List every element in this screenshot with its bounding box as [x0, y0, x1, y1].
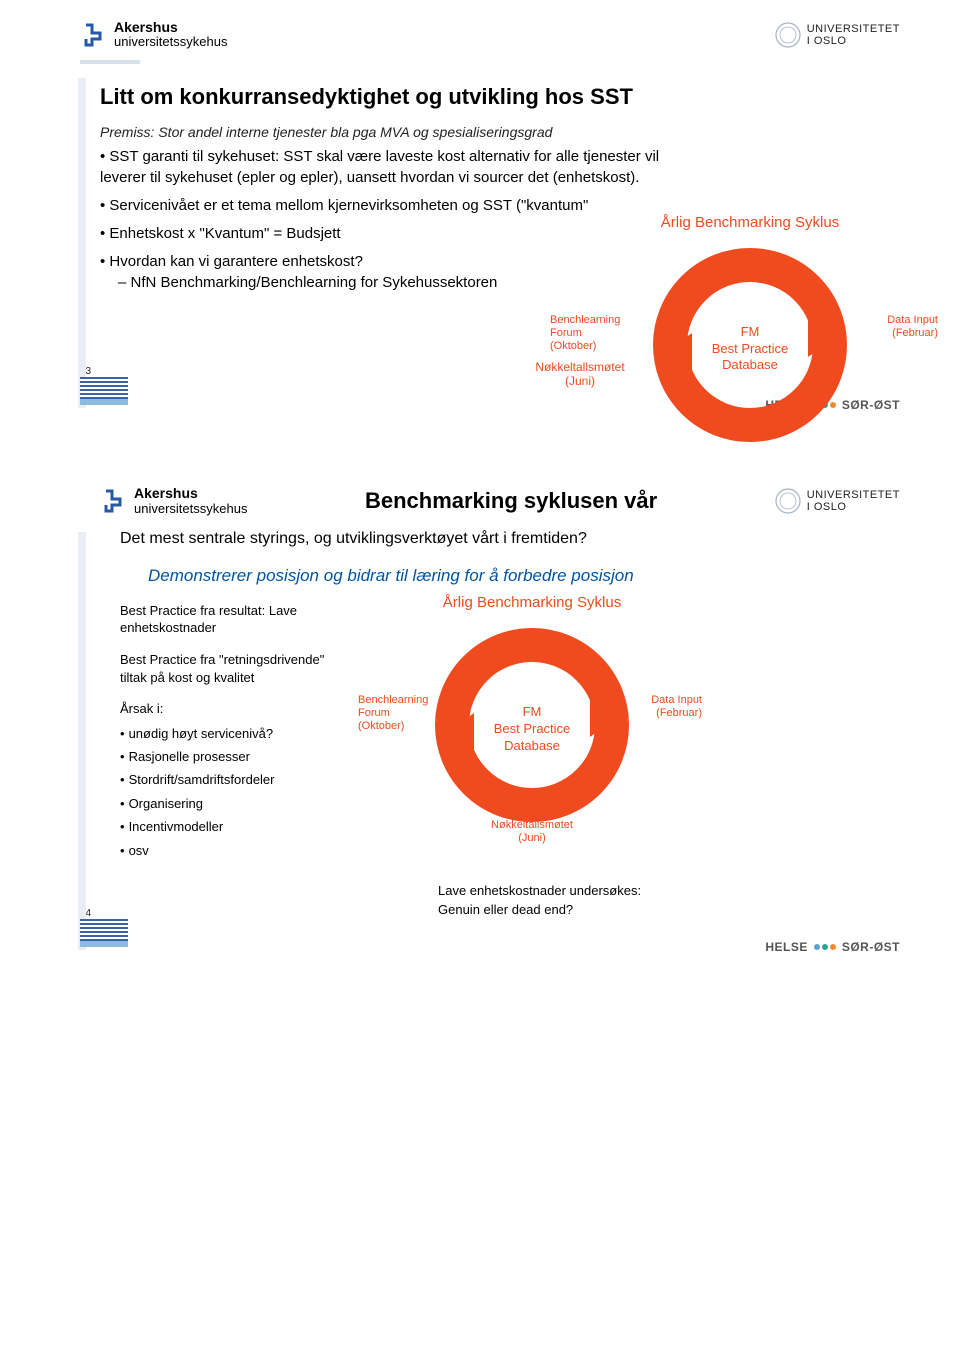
- akershus-text-top: Akershus: [114, 20, 227, 35]
- slide-number: 13: [80, 366, 148, 377]
- akershus-logo: Akershus universitetssykehus: [80, 20, 227, 50]
- cause-list: unødig høyt servicenivå? Rasjonelle pros…: [120, 722, 350, 862]
- question-1: Det mest sentrale styrings, og utvikling…: [120, 530, 900, 548]
- cause-item: Stordrift/samdriftsfordeler: [120, 768, 350, 791]
- helse-logo: HELSE SØR-ØST: [765, 940, 900, 954]
- cause-item: Rasjonelle prosesser: [120, 745, 350, 768]
- cause-item: unødig høyt servicenivå?: [120, 722, 350, 745]
- below-cycle-2: Genuin eller dead end?: [438, 900, 702, 920]
- cycle-label-left: Benchlearning Forum (Oktober): [550, 314, 620, 354]
- sub-bullet: NfN Benchmarking/Benchlearning for Sykeh…: [118, 272, 660, 294]
- uio-seal-icon: [775, 488, 801, 514]
- cycle-title: Årlig Benchmarking Syklus: [362, 594, 702, 611]
- slide-title: Litt om konkurransedyktighet og utviklin…: [100, 84, 900, 110]
- uio-logo: UNIVERSITETET I OSLO: [775, 488, 900, 514]
- akershus-text-bottom: universitetssykehus: [114, 35, 227, 49]
- hospital-mark-icon: [100, 487, 128, 515]
- cycle-label-bottom: Nøkkeltallsmøtet (Juni): [491, 819, 573, 845]
- cycle-title: Årlig Benchmarking Syklus: [580, 214, 920, 231]
- footer-stripes-icon: [80, 377, 128, 405]
- bullet-item: Enhetskost x "Kvantum" = Budsjett: [100, 223, 660, 245]
- cycle-diagram: Årlig Benchmarking Syklus FM Best Practi…: [580, 214, 920, 455]
- below-cycle-1: Lave enhetskostnader undersøkes:: [438, 881, 702, 901]
- uio-seal-icon: [775, 22, 801, 48]
- dot-icon: [822, 944, 828, 950]
- akershus-logo: Akershus universitetssykehus: [100, 486, 247, 516]
- uio-text-top: UNIVERSITETET: [807, 23, 900, 35]
- bullet-item: Servicenivået er et tema mellom kjernevi…: [100, 195, 660, 217]
- cause-item: osv: [120, 839, 350, 862]
- cause-item: Incentivmodeller: [120, 815, 350, 838]
- dot-icon: [830, 944, 836, 950]
- bullet-item: Hvordan kan vi garantere enhetskost? NfN…: [100, 251, 660, 295]
- cycle-center: FM Best Practice Database: [712, 324, 789, 375]
- cycle-diagram: Årlig Benchmarking Syklus FM Best Practi…: [362, 594, 702, 920]
- premiss-text: Premiss: Stor andel interne tjenester bl…: [100, 124, 900, 140]
- left-block-1: Best Practice fra resultat: Lave enhetsk…: [120, 602, 350, 637]
- uio-text-bottom: I OSLO: [807, 35, 900, 47]
- cycle-center: FM Best Practice Database: [494, 704, 571, 755]
- cause-header: Årsak i:: [120, 700, 350, 718]
- question-2: Demonstrerer posisjon og bidrar til læri…: [148, 566, 668, 586]
- cause-item: Organisering: [120, 792, 350, 815]
- slide-title: Benchmarking syklusen vår: [365, 488, 657, 514]
- dot-icon: [814, 944, 820, 950]
- left-block-2: Best Practice fra "retningsdrivende" til…: [120, 651, 350, 686]
- footer-stripes-icon: [80, 919, 128, 947]
- bullet-item: SST garanti til sykehuset: SST skal være…: [100, 146, 660, 190]
- cycle-label-right: Data Input (Februar): [651, 694, 702, 720]
- cycle-label-right: Data Input (Februar): [887, 314, 938, 340]
- hospital-mark-icon: [80, 21, 108, 49]
- bullet-list: SST garanti til sykehuset: SST skal være…: [100, 146, 660, 295]
- uio-logo: UNIVERSITETET I OSLO: [775, 22, 900, 48]
- cycle-label-left: Benchlearning Forum (Oktober): [358, 694, 428, 734]
